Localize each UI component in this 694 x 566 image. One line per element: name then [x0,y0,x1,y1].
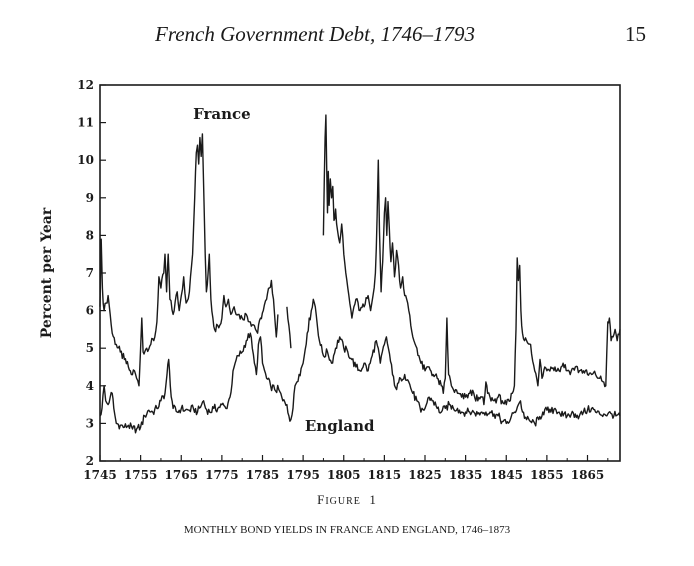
y-tick-label: 4 [86,379,94,393]
y-tick-label: 5 [86,341,94,355]
series-line-france-segment-3 [322,114,621,406]
x-tick-label: 1805 [327,468,360,482]
x-tick-label: 1825 [408,468,441,482]
x-tick-label: 1745 [83,468,116,482]
y-axis-label: Percent per Year [39,207,55,338]
series-label-france: France [193,105,251,123]
x-tick-label: 1845 [490,468,523,482]
figure-label-text: FIGURE 1 [317,492,377,507]
y-tick-label: 7 [86,266,94,280]
x-tick-label: 1785 [246,468,279,482]
x-tick-label: 1865 [571,468,604,482]
y-tick-label: 10 [77,153,94,167]
x-tick-label: 1765 [165,468,198,482]
y-tick-label: 11 [77,116,94,130]
figure-caption: MONTHLY BOND YIELDS IN FRANCE AND ENGLAN… [183,524,511,536]
page-number: 15 [625,22,646,46]
y-tick-label: 2 [86,454,94,468]
y-tick-label: 6 [86,304,94,318]
x-tick-label: 1855 [530,468,563,482]
y-tick-label: 3 [86,416,94,430]
x-tick-label: 1755 [124,468,157,482]
x-tick-label: 1795 [286,468,319,482]
series-line-france-segment-2 [286,306,292,349]
y-tick-label: 8 [86,228,94,242]
series-label-england: England [305,417,375,435]
y-tick-label: 9 [86,191,94,205]
series-line-france-segment-1 [99,133,279,387]
x-tick-label: 1815 [368,468,401,482]
y-tick-label: 12 [77,78,94,92]
x-tick-label: 1775 [205,468,238,482]
x-tick-label: 1835 [449,468,482,482]
plot-frame [99,84,621,462]
figure-label: FIGURE 1 [0,492,694,508]
series-line-england-segment-1 [99,298,621,434]
running-head: French Government Debt, 1746–1793 [155,22,475,46]
